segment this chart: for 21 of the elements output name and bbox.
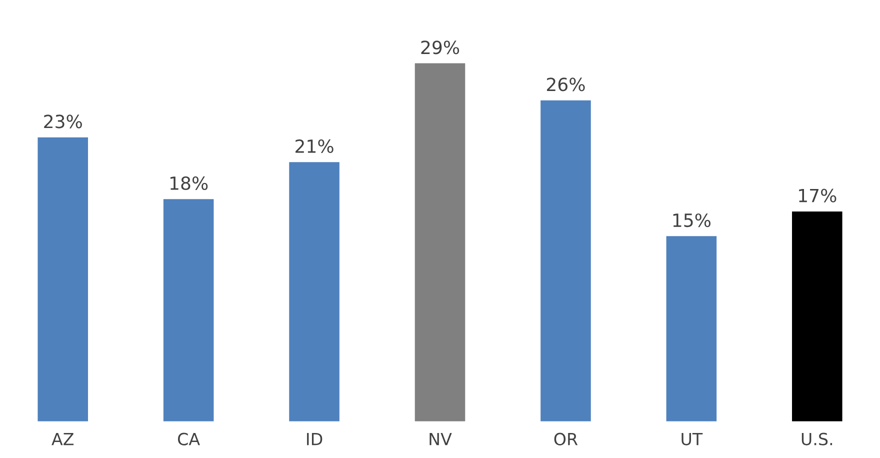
bar bbox=[666, 236, 717, 422]
bar bbox=[414, 63, 466, 422]
bar bbox=[163, 199, 214, 422]
bar bbox=[38, 137, 88, 422]
x-tick-label: ID bbox=[307, 432, 322, 446]
data-label: 18% bbox=[170, 176, 208, 190]
data-label: 26% bbox=[546, 78, 585, 92]
data-label: 21% bbox=[296, 139, 334, 154]
bar bbox=[792, 211, 842, 422]
data-label: 17% bbox=[799, 188, 836, 202]
data-label: 15% bbox=[673, 213, 710, 228]
x-tick-label: CA bbox=[178, 432, 200, 446]
bar bbox=[540, 100, 591, 422]
x-tick-label: AZ bbox=[52, 432, 74, 446]
x-tick-label: OR bbox=[554, 432, 578, 446]
x-tick-label: UT bbox=[682, 432, 703, 446]
data-label: 23% bbox=[44, 114, 82, 128]
x-tick-label: NV bbox=[430, 432, 452, 446]
data-label: 29% bbox=[421, 40, 460, 54]
x-tick-label: U.S. bbox=[802, 432, 832, 446]
bar bbox=[289, 162, 340, 422]
